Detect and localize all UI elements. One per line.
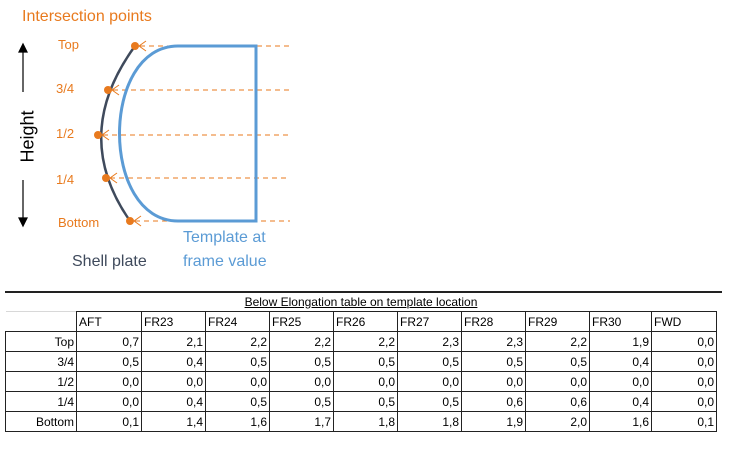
table-cell: 0,5 (205, 351, 270, 372)
table-cell: 1,4 (141, 411, 206, 432)
table-cell: 2,2 (525, 331, 590, 352)
table-cell: 0,0 (461, 371, 526, 392)
row-label: Top (5, 331, 77, 352)
table-cell: 0,5 (76, 351, 142, 372)
column-header: FR24 (205, 311, 270, 332)
table-row: 1/4 0,0 0,4 0,5 0,5 0,5 0,5 0,6 0,6 0,4 0,0 (5, 391, 717, 412)
level-label: Bottom (58, 215, 100, 230)
table-cell: 2,2 (205, 331, 270, 352)
table-cell: 0,0 (589, 371, 652, 392)
table-cell: 1,6 (589, 411, 652, 432)
table-cell: 2,1 (141, 331, 206, 352)
table-cell: 0,5 (205, 391, 270, 412)
column-header: FR28 (461, 311, 526, 332)
table-cell: 2,2 (269, 331, 334, 352)
table-cell: 0,4 (589, 391, 652, 412)
table-cell: 0,7 (76, 331, 142, 352)
height-label: Height (17, 110, 38, 163)
table-cell: 0,5 (333, 351, 398, 372)
column-header: FR26 (333, 311, 398, 332)
table-cell: 0,0 (269, 371, 334, 392)
table-cell: 0,6 (525, 391, 590, 412)
table-cell: 1,6 (205, 411, 270, 432)
table-cell: 0,0 (651, 371, 717, 392)
table-cell: 0,0 (333, 371, 398, 392)
table-cell: 1,9 (461, 411, 526, 432)
table-cell: 0,0 (76, 371, 142, 392)
diagram-title: Intersection points (22, 8, 152, 25)
row-label: 3/4 (5, 351, 77, 372)
template-label-line1: Template at (183, 229, 266, 246)
table-cell: 0,5 (525, 351, 590, 372)
table-cell: 0,5 (397, 391, 462, 412)
column-header: AFT (76, 311, 142, 332)
shell-plate-label: Shell plate (72, 253, 147, 270)
level-label: 1/2 (56, 126, 75, 141)
table-cell: 0,1 (76, 411, 142, 432)
table-cell: 0,4 (141, 351, 206, 372)
table-top-border (5, 291, 722, 293)
table-cell: 2,2 (333, 331, 398, 352)
column-header: FR30 (589, 311, 652, 332)
intersection-points (94, 42, 139, 225)
table-row: Top 0,7 2,1 2,2 2,2 2,2 2,3 2,3 2,2 1,9 0,0 (5, 331, 717, 352)
column-header: FR25 (269, 311, 334, 332)
table-cell: 0,0 (205, 371, 270, 392)
table-cell: 0,5 (333, 391, 398, 412)
row-label: 1/4 (5, 391, 77, 412)
column-header: FR23 (141, 311, 206, 332)
row-label: Bottom (5, 411, 77, 432)
column-header: FR29 (525, 311, 590, 332)
table-cell: 0,5 (269, 351, 334, 372)
table-cell: 0,5 (269, 391, 334, 412)
column-header: FWD (651, 311, 717, 332)
table-row: 1/2 0,0 0,0 0,0 0,0 0,0 0,0 0,0 0,0 0,0 0,0 (5, 371, 717, 392)
intersection-lines (103, 45, 290, 222)
table-cell: 0,0 (651, 351, 717, 372)
diagram-graphics (18, 40, 290, 228)
table-cell: 0,5 (397, 351, 462, 372)
row-label: 1/2 (5, 371, 77, 392)
table-cell: 0,0 (141, 371, 206, 392)
table-header-row: AFT FR23 FR24 FR25 FR26 FR27 FR28 FR29 FR30 FWD (5, 311, 717, 332)
header-blank (5, 311, 77, 332)
empty-row (6, 432, 717, 447)
table-cell: 1,9 (589, 331, 652, 352)
table-cell: 0,4 (589, 351, 652, 372)
template-outline (118, 44, 258, 223)
table-cell: 2,3 (397, 331, 462, 352)
level-label: 1/4 (56, 172, 75, 187)
template-label-line2: frame value (183, 253, 267, 270)
table-cell: 0,0 (651, 391, 717, 412)
table-cell: 0,0 (397, 371, 462, 392)
column-header: FR27 (397, 311, 462, 332)
table-title: Below Elongation table on template locat… (244, 294, 478, 309)
table-cell: 2,0 (525, 411, 590, 432)
table-cell: 0,6 (461, 391, 526, 412)
table-row: Bottom 0,1 1,4 1,6 1,7 1,8 1,8 1,9 2,0 1,6 0,1 (5, 411, 717, 432)
level-label: 3/4 (56, 81, 75, 96)
table-cell: 0,4 (141, 391, 206, 412)
table-cell: 2,3 (461, 331, 526, 352)
table-cell: 0,0 (525, 371, 590, 392)
table-cell: 1,8 (397, 411, 462, 432)
height-arrows (18, 42, 28, 228)
table-cell: 0,5 (461, 351, 526, 372)
level-label: Top (58, 37, 79, 52)
table-cell: 0,1 (651, 411, 717, 432)
table-cell: 0,0 (651, 331, 717, 352)
table-cell: 1,8 (333, 411, 398, 432)
arrow-heads (101, 40, 147, 227)
table-cell: 0,0 (76, 391, 142, 412)
table-cell: 1,7 (269, 411, 334, 432)
elongation-table: Below Elongation table on template locat… (5, 292, 717, 446)
table-row: 3/4 0,5 0,4 0,5 0,5 0,5 0,5 0,5 0,5 0,4 0,0 (5, 351, 717, 372)
